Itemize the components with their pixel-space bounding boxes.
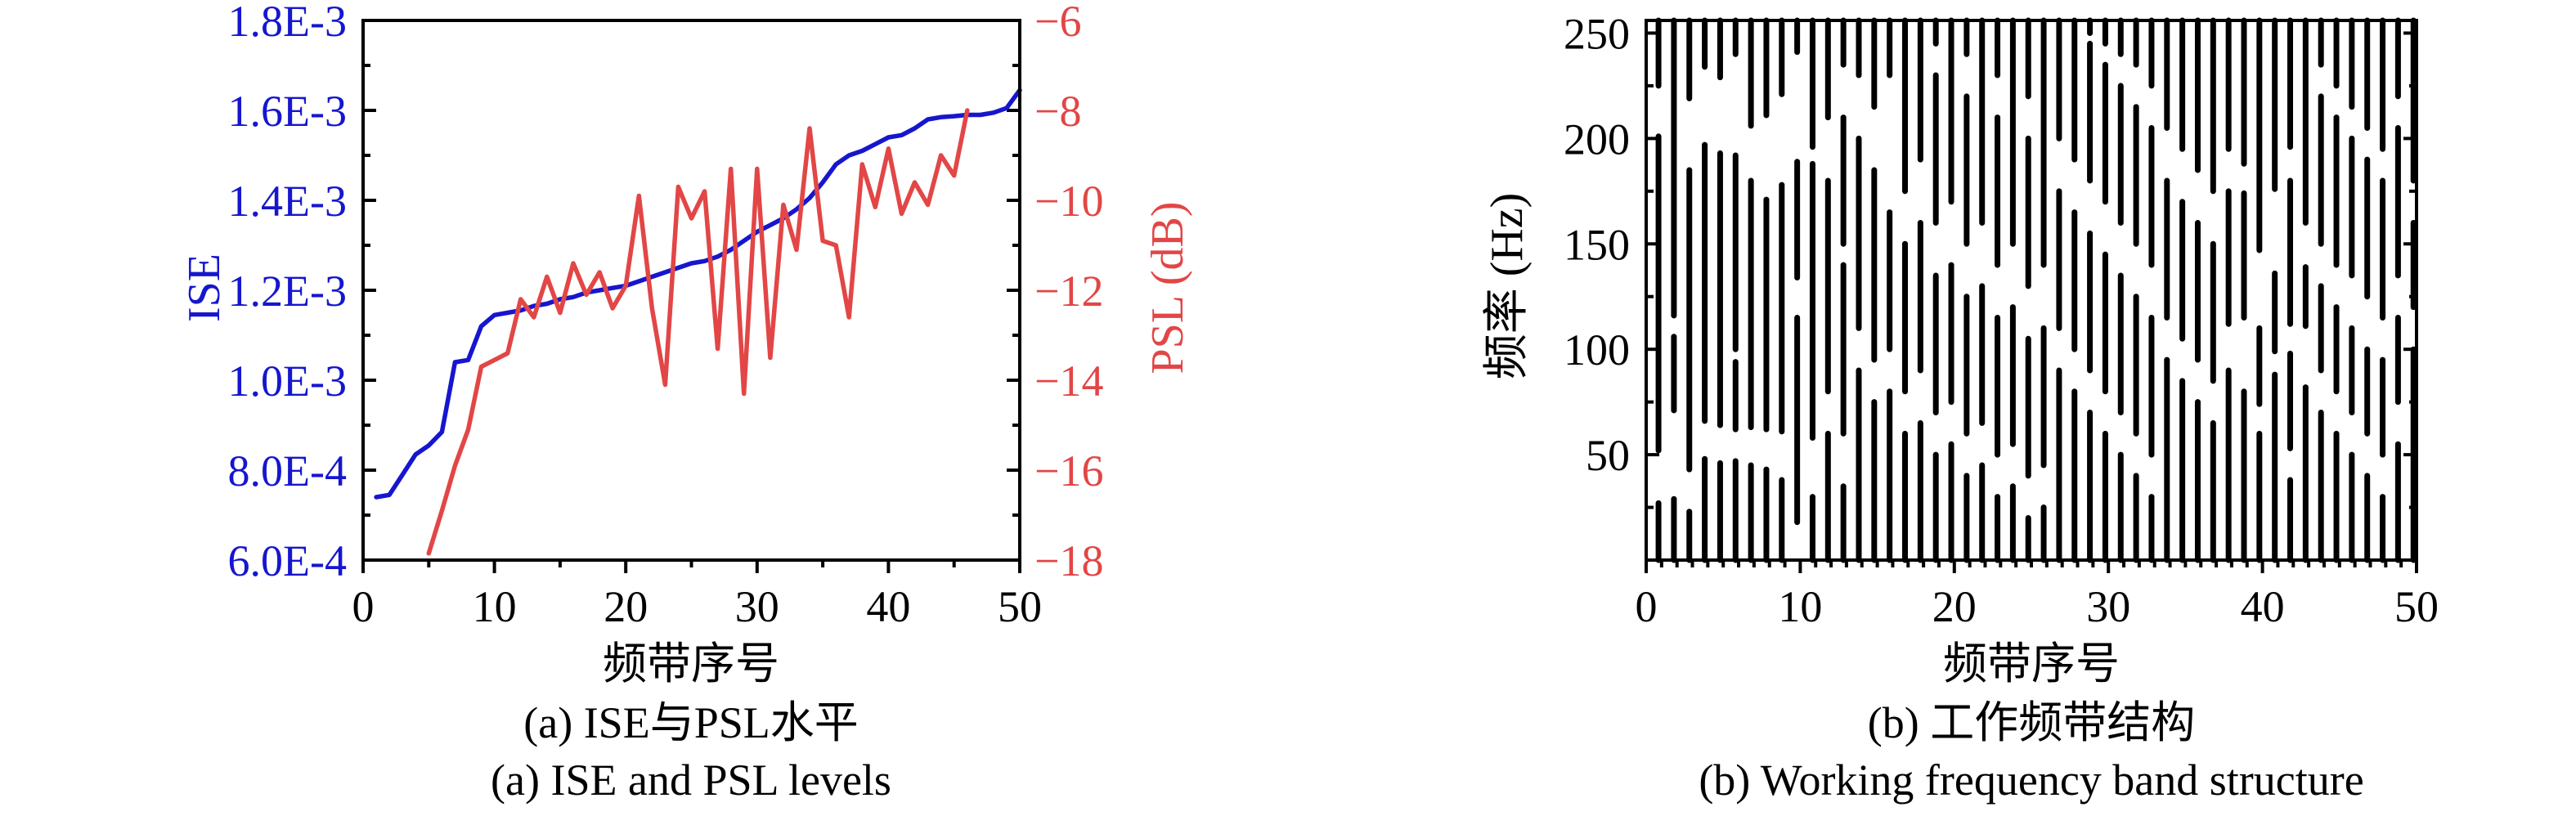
ise-tick-label: 8.0E-4 (228, 446, 347, 495)
caption-a-chinese: (a) ISE与PSL水平 (523, 698, 859, 747)
psl-tick-label: −8 (1034, 87, 1081, 136)
series-psl-line (426, 108, 970, 556)
x-tick-label: 50 (2394, 582, 2439, 631)
x-tick-label: 50 (998, 582, 1042, 631)
psl-tick-label: −18 (1034, 536, 1103, 585)
caption-b-chinese: (b) 工作频带结构 (1867, 698, 2196, 747)
x-tick-label: 30 (2086, 582, 2130, 631)
x-tick-label: 0 (352, 582, 375, 631)
axis-title-frequency: 频率 (Hz) (1482, 192, 1533, 380)
psl-tick-label: −12 (1034, 267, 1103, 316)
axis-title-ise: ISE (179, 253, 230, 322)
ise-tick-label: 1.6E-3 (228, 87, 347, 136)
chart-ise-psl: 0 10 20 30 40 50 6.0E-4 8.0E-4 1.0E-3 1.2E-3 1.4E-… (228, 0, 1104, 631)
x-tick-label: 0 (1636, 582, 1658, 631)
psl-tick-label: −6 (1034, 0, 1081, 46)
freq-tick-label: 150 (1564, 220, 1630, 269)
ise-tick-label: 1.2E-3 (228, 267, 347, 316)
x-tick-label: 10 (473, 582, 517, 631)
caption-b-english: (b) Working frequency band structure (1699, 756, 2364, 805)
x-tick-label: 10 (1778, 582, 1822, 631)
freq-tick-label: 50 (1586, 431, 1630, 480)
plot-frame (1645, 19, 2418, 562)
psl-tick-label: −14 (1034, 356, 1103, 406)
xaxis-title-left: 频带序号 (603, 639, 779, 688)
freq-tick-label: 250 (1564, 9, 1630, 58)
ise-tick-label: 1.0E-3 (228, 356, 347, 406)
series-ise-line (374, 87, 1022, 500)
x-tick-label: 40 (866, 582, 910, 631)
ise-tick-label: 1.8E-3 (228, 0, 347, 46)
ise-tick-label: 6.0E-4 (228, 536, 347, 585)
axis-title-psl: PSL (dB) (1142, 201, 1193, 374)
caption-a-english: (a) ISE and PSL levels (491, 756, 891, 805)
x-tick-label: 20 (1932, 582, 1977, 631)
freq-tick-label: 200 (1564, 114, 1630, 164)
psl-tick-label: −10 (1034, 177, 1103, 226)
ise-tick-label: 1.4E-3 (228, 177, 347, 226)
chart-band-structure: 0 10 20 30 40 50 50 100 150 200 250 (1564, 9, 2439, 631)
x-tick-label: 30 (735, 582, 779, 631)
x-tick-label: 20 (604, 582, 648, 631)
xaxis-title-right: 频带序号 (1943, 639, 2120, 688)
x-tick-label: 40 (2241, 582, 2285, 631)
plot-frame (361, 19, 1021, 562)
psl-tick-label: −16 (1034, 446, 1103, 495)
freq-tick-label: 100 (1564, 325, 1630, 374)
